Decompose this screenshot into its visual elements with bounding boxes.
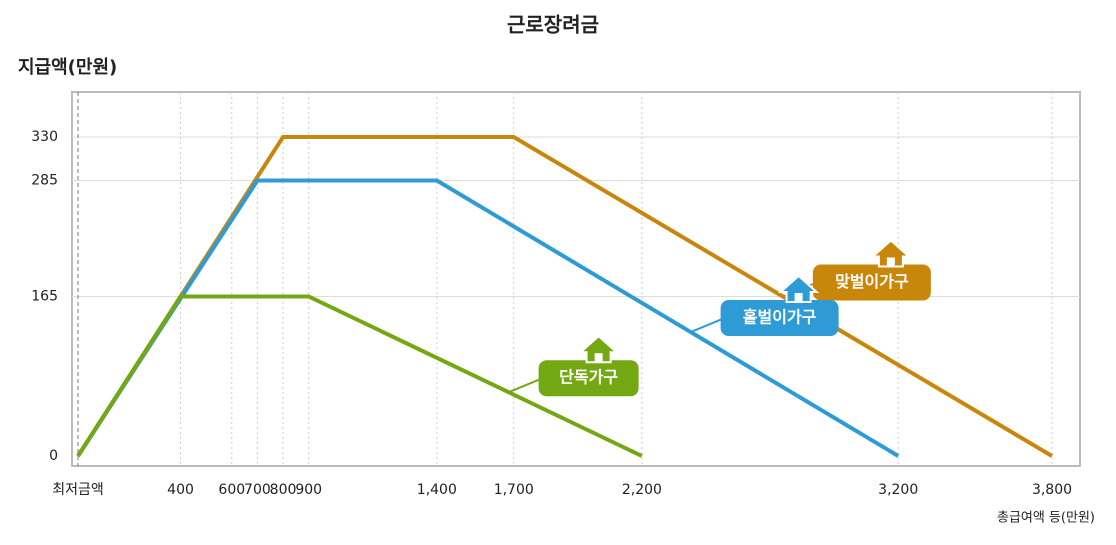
line [76,294,643,458]
house-door [794,293,803,303]
legend-label: 홑벌이가구 [743,308,817,327]
x-tick-label: 3,200 [878,482,918,498]
x-tick-label: 최저금액 [52,482,104,498]
legend-pointer [508,377,543,394]
house-door [594,353,603,363]
legend-box [720,300,839,337]
legend-label: 단독가구 [559,368,618,387]
x-tick-label: 900 [295,482,322,498]
house-icon [870,239,912,268]
x-tick-label: 400 [167,482,194,498]
legend-pointer [690,317,725,333]
x-tick-label: 700 [244,482,271,498]
y-tick-label: 285 [31,173,58,189]
x-tick-label: 2,200 [622,482,662,498]
y-axis-label: 지급액(만원) [18,57,117,78]
house-icon [577,334,620,364]
house-door [886,257,895,267]
legend-box [812,264,931,301]
y-tick-label: 165 [31,289,58,305]
x-tick-label: 3,800 [1032,482,1072,498]
x-tick-label: 800 [270,482,297,498]
x-axis-label: 총급여액 등(만원) [997,511,1095,526]
chart-title: 근로장려금 [507,13,599,37]
legend-label: 맞벌이가구 [835,272,909,291]
house-icon [777,274,820,304]
y-tick-label: 330 [31,129,58,145]
legend-box [538,360,639,397]
y-tick-label: 0 [49,448,58,464]
x-tick-label: 1,400 [417,482,457,498]
plot-frame [71,91,1081,467]
x-tick-label: 600 [218,482,245,498]
x-tick-label: 1,700 [494,482,534,498]
